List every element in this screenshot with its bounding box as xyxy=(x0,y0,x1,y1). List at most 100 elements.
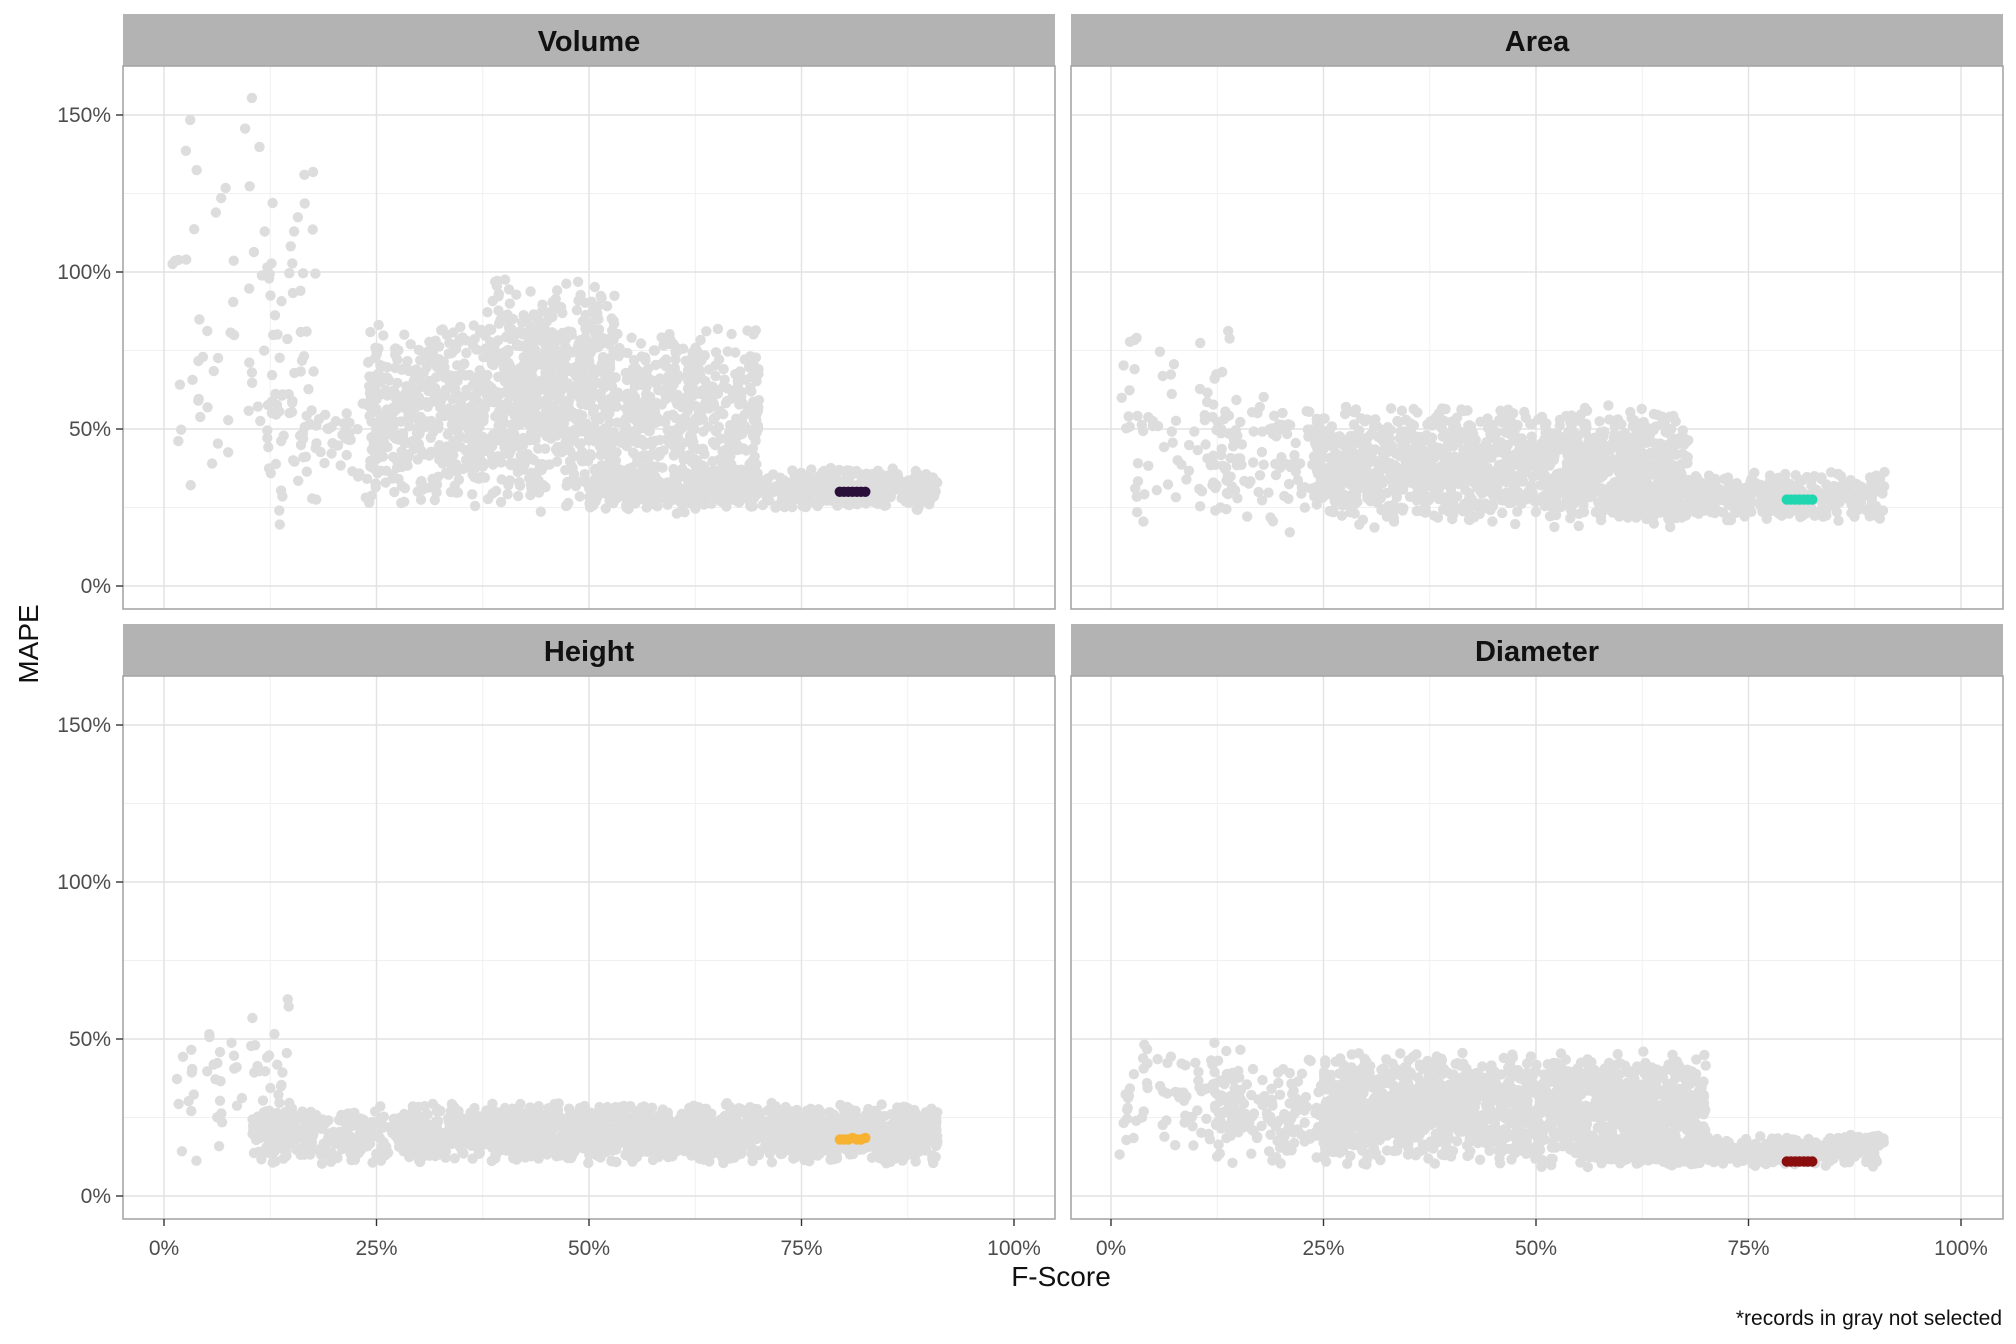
data-point-unselected xyxy=(551,456,563,467)
data-point-unselected xyxy=(299,169,310,180)
data-point-unselected xyxy=(426,337,437,348)
data-point-unselected xyxy=(911,504,922,515)
data-point-unselected xyxy=(248,246,260,258)
data-point-unselected xyxy=(486,456,498,467)
data-point-unselected xyxy=(335,460,346,471)
data-point-unselected xyxy=(518,310,529,321)
data-point-unselected xyxy=(796,467,807,478)
data-point-unselected xyxy=(412,486,423,497)
data-point-unselected xyxy=(635,338,647,349)
data-point-unselected xyxy=(503,284,515,295)
data-point-unselected xyxy=(262,432,273,444)
data-point-unselected xyxy=(450,388,461,399)
data-point-unselected xyxy=(1525,418,1536,430)
data-point-unselected xyxy=(736,391,747,402)
data-point-unselected xyxy=(1390,487,1402,499)
data-point-unselected xyxy=(1458,405,1469,417)
data-point-unselected xyxy=(424,353,436,364)
data-point-unselected xyxy=(1538,477,1550,489)
data-point-unselected xyxy=(1411,491,1422,502)
data-point-unselected xyxy=(244,283,255,294)
data-point-unselected xyxy=(1497,507,1508,519)
data-point-unselected xyxy=(297,268,309,279)
data-point-unselected xyxy=(442,429,453,440)
data-point-unselected xyxy=(622,347,633,359)
data-point-unselected xyxy=(1630,433,1641,445)
data-point-unselected xyxy=(852,499,863,510)
data-point-unselected xyxy=(412,454,423,465)
data-point-unselected xyxy=(371,404,382,415)
data-point-unselected xyxy=(1378,462,1390,473)
data-point-unselected xyxy=(924,499,935,510)
data-point-unselected xyxy=(620,420,631,432)
data-point-unselected xyxy=(1524,493,1536,504)
data-point-unselected xyxy=(1540,489,1551,501)
data-point-unselected xyxy=(1773,472,1784,483)
data-point-unselected xyxy=(1428,510,1440,521)
data-point-unselected xyxy=(276,435,287,447)
data-point-unselected xyxy=(680,355,691,366)
data-point-unselected xyxy=(1594,416,1605,427)
data-point-unselected xyxy=(431,487,442,498)
data-point-unselected xyxy=(730,347,741,358)
data-point-unselected xyxy=(1821,505,1832,516)
data-point-unselected xyxy=(586,296,597,307)
data-point-unselected xyxy=(266,396,277,407)
data-point-unselected xyxy=(1867,500,1878,512)
data-point-unselected xyxy=(265,1082,276,1094)
data-point-unselected xyxy=(1573,520,1584,532)
data-point-unselected xyxy=(277,491,288,502)
data-point-unselected xyxy=(469,500,481,512)
data-point-unselected xyxy=(223,415,234,426)
data-point-unselected xyxy=(1436,463,1448,475)
data-point-unselected xyxy=(428,423,440,434)
data-point-unselected xyxy=(1625,406,1636,418)
data-point-unselected xyxy=(1855,497,1867,509)
data-point-unselected xyxy=(1692,492,1703,503)
data-point-unselected xyxy=(1725,512,1736,523)
data-point-unselected xyxy=(718,363,729,375)
data-point-unselected xyxy=(623,409,634,420)
data-point-unselected xyxy=(1720,473,1731,484)
data-point-unselected xyxy=(460,445,471,456)
data-point-unselected xyxy=(541,326,552,337)
data-point-unselected xyxy=(699,448,710,460)
data-point-unselected xyxy=(726,328,737,340)
data-point-unselected xyxy=(1277,459,1289,470)
data-point-unselected xyxy=(677,463,688,475)
data-point-unselected xyxy=(649,345,661,356)
data-point-unselected xyxy=(267,197,278,209)
data-point-unselected xyxy=(1325,484,1336,496)
data-point-unselected xyxy=(674,425,686,436)
data-point-unselected xyxy=(1236,439,1248,450)
data-point-unselected xyxy=(1422,419,1433,430)
data-point-unselected xyxy=(266,369,278,381)
data-point-unselected xyxy=(684,449,695,461)
data-point-unselected xyxy=(281,1150,292,1162)
data-point-unselected xyxy=(625,477,636,488)
data-point-unselected xyxy=(1124,385,1135,396)
data-point-unselected xyxy=(1833,515,1844,526)
data-point-unselected xyxy=(1560,410,1572,422)
data-point-unselected xyxy=(673,483,684,494)
data-point-unselected xyxy=(710,439,721,451)
data-point-unselected xyxy=(1258,459,1269,470)
data-point-unselected xyxy=(1789,483,1800,494)
data-point-unselected xyxy=(254,141,265,153)
data-point-unselected xyxy=(642,371,653,383)
data-point-unselected xyxy=(475,432,486,443)
data-point-unselected xyxy=(1595,428,1606,439)
data-point-unselected xyxy=(292,212,304,223)
facet-title: Area xyxy=(1505,26,1570,58)
data-point-unselected xyxy=(1534,450,1546,461)
data-point-unselected xyxy=(1348,489,1360,500)
data-point-unselected xyxy=(306,405,317,416)
data-point-unselected xyxy=(171,1073,183,1085)
data-point-unselected xyxy=(1797,510,1808,521)
data-point-unselected xyxy=(609,290,620,301)
data-point-unselected xyxy=(1211,369,1222,380)
data-point-unselected xyxy=(912,478,923,489)
data-point-unselected xyxy=(608,390,620,401)
data-point-unselected xyxy=(540,443,551,454)
